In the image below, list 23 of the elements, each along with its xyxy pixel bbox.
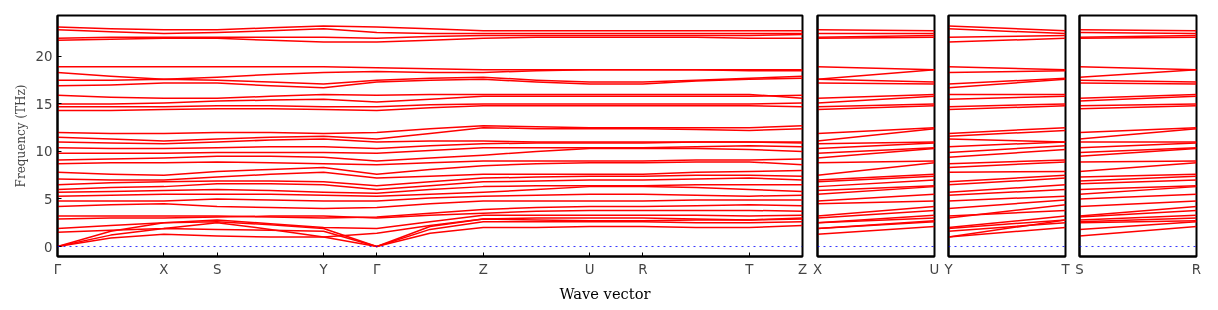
x-tick-label: R [638, 261, 648, 277]
x-tick-label: Z [478, 261, 488, 277]
y-tick-label: 5 [44, 191, 53, 207]
x-tick-label: U [584, 261, 595, 277]
x-tick-label: R [1191, 261, 1202, 277]
x-tick-label: S [1075, 261, 1084, 277]
y-tick-label: 20 [35, 49, 53, 65]
x-tick-label: X [159, 261, 169, 277]
x-tick-label: S [212, 261, 222, 277]
x-tick-label: Z [797, 261, 808, 277]
x-tick-label: X [812, 261, 823, 277]
x-tick-label: T [1060, 261, 1071, 277]
x-tick-label: Γ [373, 261, 382, 277]
x-axis-title: Wave vector [559, 284, 651, 304]
y-tick-label: 10 [35, 144, 53, 160]
y-tick-label: 0 [44, 239, 53, 255]
y-tick-label: 15 [35, 96, 53, 112]
x-tick-label: Γ [53, 261, 62, 277]
x-tick-label: Y [943, 261, 954, 277]
x-tick-label: T [744, 261, 755, 277]
x-tick-label: Y [318, 261, 329, 277]
y-axis-title: Frequency (THz) [13, 84, 28, 188]
x-tick-label: U [929, 261, 940, 277]
